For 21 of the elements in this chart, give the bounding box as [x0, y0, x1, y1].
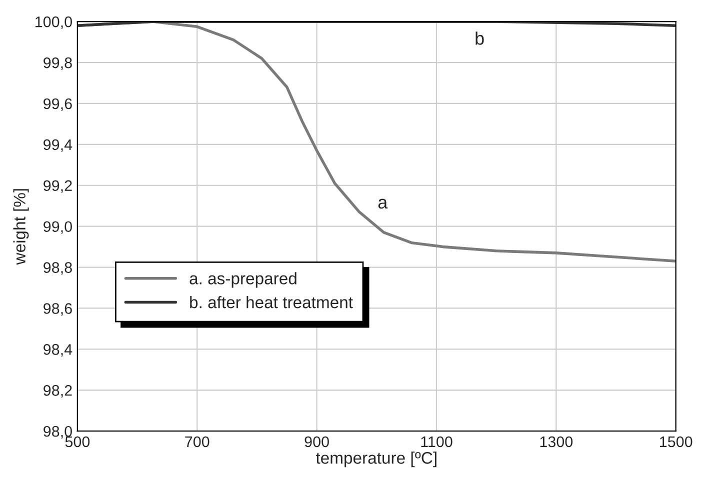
y-axis-title: weight [%] — [13, 189, 29, 265]
annotation: a — [378, 198, 388, 209]
y-tick-label: 99,2 — [44, 180, 72, 193]
y-tick-label: 99,6 — [44, 98, 72, 111]
y-tick-label: 100,0 — [36, 16, 72, 30]
legend-label: b. after heat treatment — [190, 296, 353, 308]
x-tick-label: 900 — [304, 436, 329, 448]
annotation: b — [476, 32, 484, 45]
y-tick-label: 99,8 — [44, 57, 72, 70]
y-tick-label: 98,4 — [44, 344, 72, 357]
y-tick-label: 98,2 — [44, 385, 72, 398]
y-tick-label: 99,0 — [44, 221, 72, 234]
x-tick-label: 700 — [185, 436, 210, 448]
y-tick-label: 99,4 — [44, 139, 72, 152]
legend-label: a. as-prepared — [190, 272, 296, 288]
x-axis-title: temperature [ºC] — [316, 452, 436, 468]
x-tick-label: 1100 — [421, 436, 452, 448]
x-tick-label: 1500 — [660, 436, 692, 448]
y-tick-label: 98,8 — [44, 262, 72, 275]
x-tick-label: 1300 — [540, 436, 573, 448]
y-tick-label: 98,6 — [44, 303, 72, 316]
